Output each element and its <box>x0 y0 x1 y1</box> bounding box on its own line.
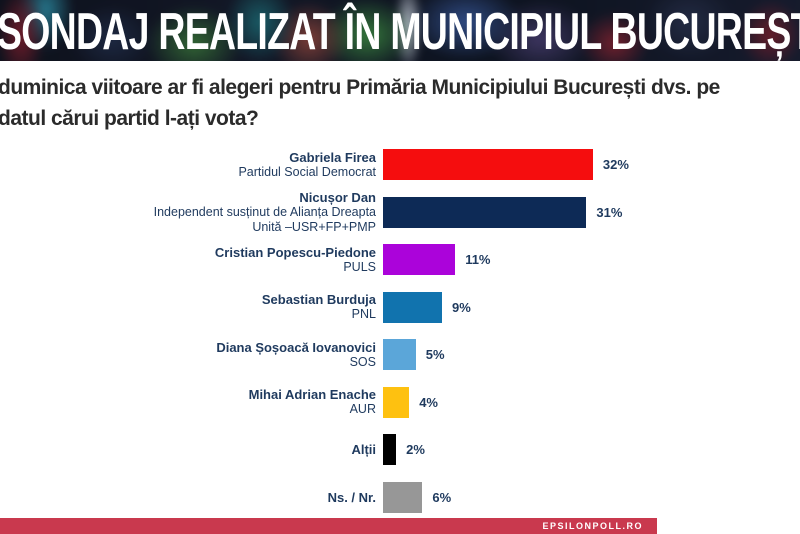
candidate-name: Gabriela Firea <box>289 149 376 165</box>
value-label: 2% <box>406 442 425 458</box>
survey-question-line1: duminica viitoare ar fi alegeri pentru P… <box>0 76 720 99</box>
result-bar <box>383 386 410 418</box>
candidate-label: Gabriela Firea Partidul Social Democrat <box>0 150 376 180</box>
value-label: 9% <box>452 299 471 315</box>
result-bar <box>383 196 587 228</box>
candidate-label: Nicușor Dan Independent susținut de Alia… <box>0 190 376 235</box>
candidate-name: Nicușor Dan <box>299 189 376 205</box>
chart-row: Alții 2% <box>0 426 800 474</box>
result-bar <box>383 291 442 323</box>
result-bar <box>383 434 397 466</box>
candidate-party: PULS <box>343 259 376 274</box>
value-label: 6% <box>432 489 452 505</box>
value-label: 4% <box>419 394 438 410</box>
chart-row: Diana Șoșoacă Iovanovici SOS 5% <box>0 331 800 379</box>
header-shade-overlay <box>0 0 800 61</box>
header-photo-background <box>0 0 800 61</box>
chart-row: Ns. / Nr. 6% <box>0 474 800 522</box>
candidate-label: Ns. / Nr. <box>0 490 376 505</box>
candidate-name: Alții <box>351 442 376 458</box>
candidate-label: Mihai Adrian Enache AUR <box>0 387 376 417</box>
poll-bar-chart: Gabriela Firea Partidul Social Democrat … <box>0 141 800 521</box>
page-title: SONDAJ REALIZAT ÎN MUNICIPIUL BUCUREȘTI <box>0 3 800 61</box>
chart-row: Gabriela Firea Partidul Social Democrat … <box>0 141 800 189</box>
candidate-party: SOS <box>349 354 376 369</box>
chart-row: Cristian Popescu-Piedone PULS 11% <box>0 236 800 284</box>
footer-brand-bar: EPSILONPOLL.RO <box>0 518 657 534</box>
candidate-party: Independent susținut de Alianța Dreapta … <box>153 204 376 234</box>
candidate-party: AUR <box>349 402 376 417</box>
survey-question: duminica viitoare ar fi alegeri pentru P… <box>0 72 800 134</box>
brand-label: EPSILONPOLL.RO <box>542 521 643 531</box>
chart-row: Sebastian Burduja PNL 9% <box>0 284 800 332</box>
candidate-party: PNL <box>351 307 376 322</box>
chart-row: Mihai Adrian Enache AUR 4% <box>0 379 800 427</box>
result-bar <box>383 339 416 371</box>
candidate-party: Partidul Social Democrat <box>238 164 376 179</box>
value-label: 32% <box>602 157 629 173</box>
candidate-name: Cristian Popescu-Piedone <box>214 244 376 260</box>
candidate-label: Diana Șoșoacă Iovanovici SOS <box>0 340 376 370</box>
value-label: 31% <box>596 204 623 220</box>
result-bar <box>383 149 593 181</box>
candidate-name: Mihai Adrian Enache <box>248 387 376 403</box>
candidate-label: Sebastian Burduja PNL <box>0 292 376 322</box>
result-bar <box>383 481 423 513</box>
header-banner: SONDAJ REALIZAT ÎN MUNICIPIUL BUCUREȘTI <box>0 0 800 61</box>
chart-row: Nicușor Dan Independent susținut de Alia… <box>0 189 800 237</box>
candidate-label: Cristian Popescu-Piedone PULS <box>0 245 376 275</box>
value-label: 5% <box>425 347 445 363</box>
candidate-name: Diana Șoșoacă Iovanovici <box>216 339 376 355</box>
value-label: 11% <box>465 252 491 268</box>
candidate-name: Sebastian Burduja <box>261 292 376 308</box>
candidate-name: Ns. / Nr. <box>327 489 376 505</box>
result-bar <box>383 244 456 276</box>
candidate-label: Alții <box>0 442 376 457</box>
survey-question-line2: datul cărui partid l-ați vota? <box>0 107 259 130</box>
